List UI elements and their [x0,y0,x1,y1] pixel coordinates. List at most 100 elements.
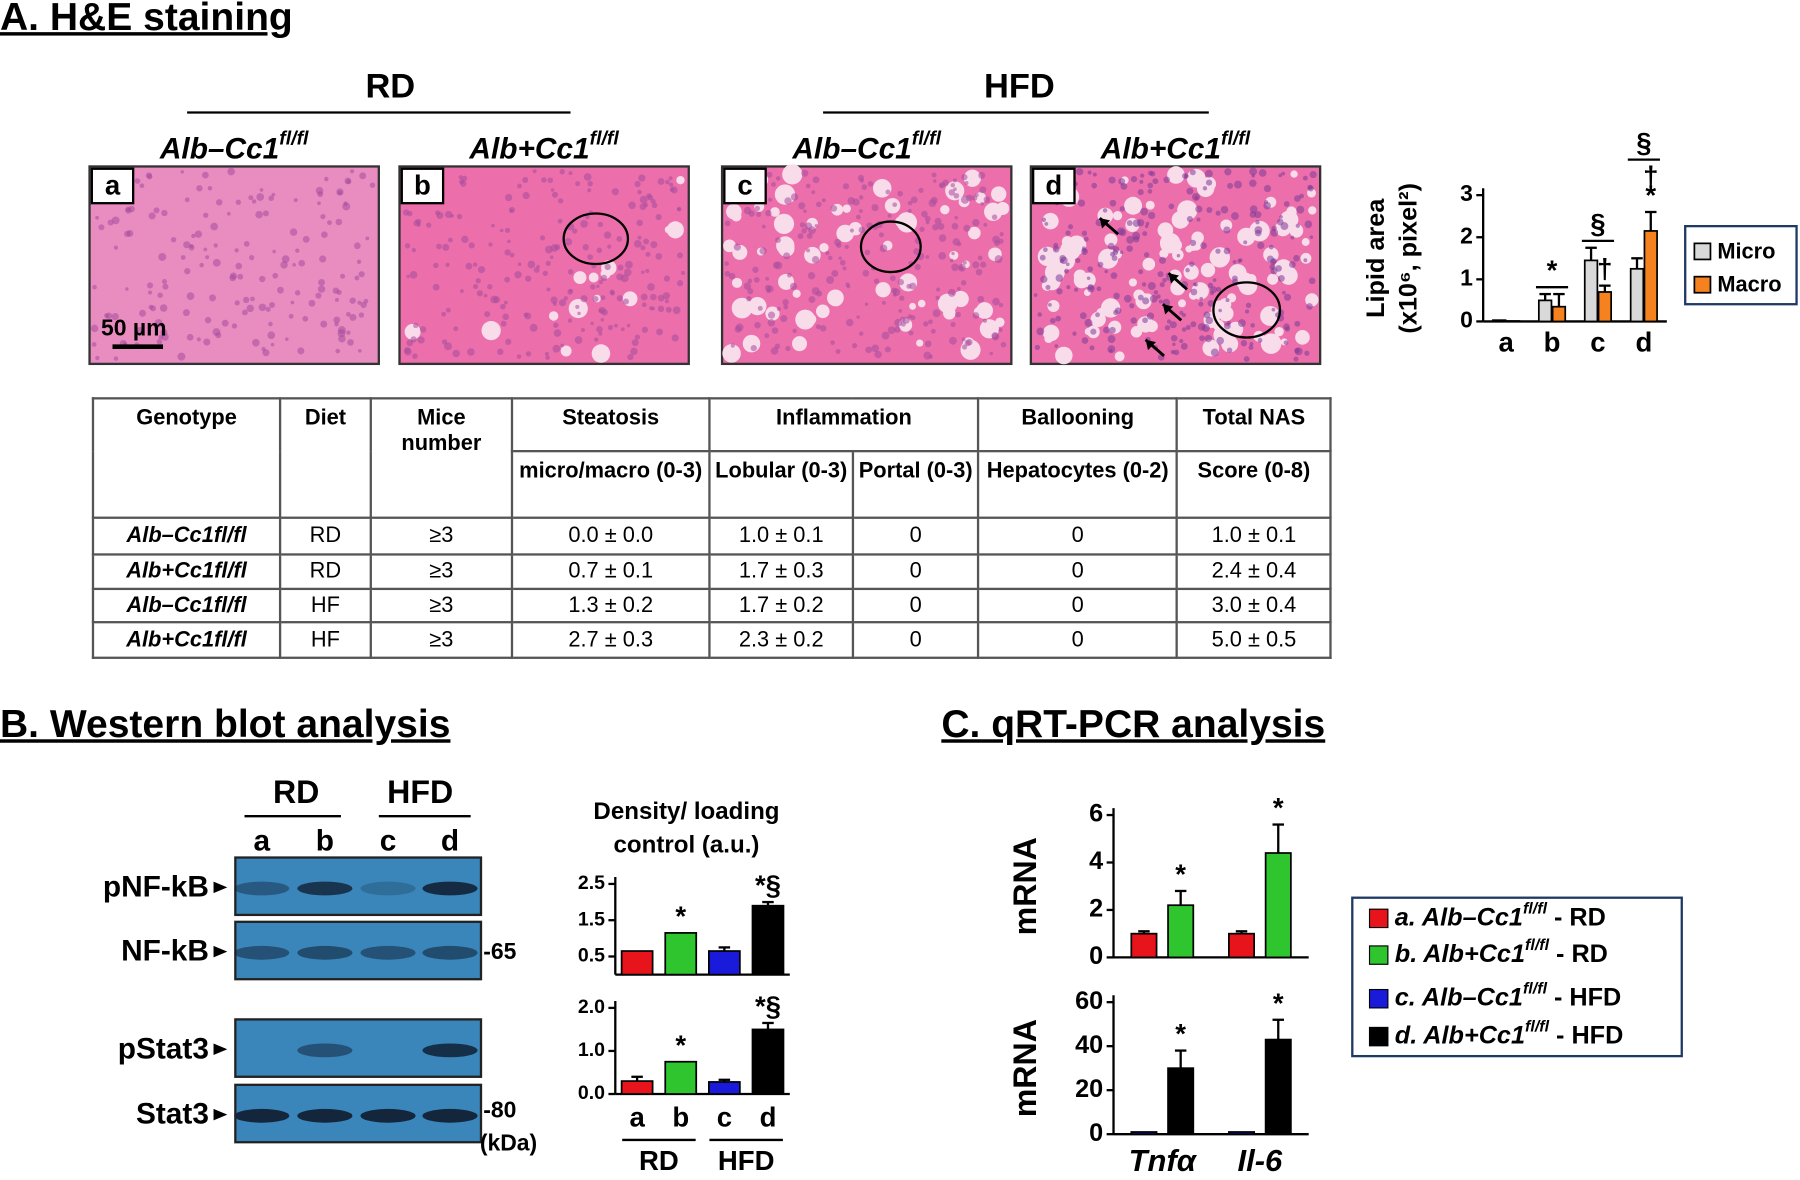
bar [1597,291,1613,323]
nucleus [527,260,536,269]
text-part: b. Alb+Cc1 [1395,940,1525,968]
table-cell: 1.7 ± 0.2 [708,587,855,624]
vacuole [1037,246,1058,267]
nucleus [806,233,813,239]
y-tick-label: 20 [1075,1075,1103,1103]
nucleus [947,288,956,297]
nucleus [1245,302,1252,309]
nucleus [750,344,757,352]
bar [664,932,698,976]
nucleus [268,321,273,327]
nucleus [1037,312,1042,317]
nucleus [113,356,119,361]
vacuole [792,336,808,352]
nucleus [1304,220,1313,229]
nucleus [992,235,1000,244]
nucleus [871,344,879,353]
vacuole [588,272,599,283]
nucleus [921,210,928,218]
nucleus [600,274,608,282]
nucleus [641,270,645,275]
table-cell: Alb+Cc1fl/fl [91,621,282,659]
nucleus [227,167,235,176]
nucleus [1263,184,1272,193]
band [297,1043,353,1058]
nucleus [334,321,339,327]
nucleus [1120,182,1128,190]
nucleus [125,287,129,291]
nucleus [547,177,554,184]
nucleus [614,323,618,328]
nucleus [1290,235,1295,240]
nucleus [609,289,615,295]
nucleus [1072,331,1077,336]
superscript: fl/fl [1221,128,1251,150]
vacuole [731,277,743,288]
nucleus [887,213,892,218]
nucleus [1170,334,1178,342]
blot-arrow [213,945,228,958]
nucleus [768,197,773,202]
table-cell: Alb+Cc1fl/fl [91,553,282,591]
nucleus [889,275,896,282]
y-tick-label: 0.5 [578,945,605,967]
chart-title: control (a.u.) [614,831,760,858]
nucleus [1201,324,1210,332]
nucleus [1147,189,1153,194]
table-cell: Total NAS [1175,397,1332,453]
nucleus [1043,247,1048,253]
vacuole [1305,293,1319,307]
genotype-label: Alb–Cc1fl/fl [159,128,309,166]
vacuole [795,309,816,330]
vacuole [916,339,924,347]
bar [1167,904,1195,959]
nucleus [647,283,655,291]
nucleus [1054,344,1059,348]
nucleus [281,255,290,263]
blot-label: NF-kB [121,935,209,968]
nucleus [1148,211,1156,220]
nucleus [784,197,792,205]
vacuole [1191,282,1209,300]
nucleus [949,336,957,345]
nucleus [472,284,479,290]
nucleus [826,275,835,284]
nucleus [878,232,884,238]
nucleus [1227,182,1234,189]
blot-arrow [213,1108,228,1121]
nucleus [861,184,868,190]
nucleus [1203,311,1211,319]
nucleus [1199,335,1205,342]
legend-swatch [1693,275,1712,294]
nucleus [1309,170,1317,179]
nucleus [290,300,295,305]
nucleus [502,313,509,321]
nucleus [529,323,538,332]
nucleus [557,198,564,204]
nucleus [1137,189,1144,196]
nucleus [248,195,254,201]
nucleus [580,328,585,333]
legend-swatch [1368,945,1389,965]
table-cell: 2.4 ± 0.4 [1175,553,1332,591]
nucleus [1044,222,1049,226]
nucleus [356,259,362,264]
nucleus [909,282,917,290]
nucleus [812,176,820,184]
table-cell: Mice number [369,397,514,519]
nucleus [590,321,594,326]
nucleus [508,206,516,213]
nucleus [908,330,914,336]
y-tick-label: 0 [1460,306,1473,332]
table-cell: 5.0 ± 0.5 [1175,621,1332,659]
vacuole [1112,211,1123,221]
nucleus [934,217,942,225]
significance: * [1273,987,1284,1018]
band [297,1108,353,1123]
nucleus [1181,327,1187,332]
nucleus [216,199,223,206]
nucleus [514,271,522,279]
nucleus [1087,170,1092,175]
nucleus [1271,307,1276,312]
nucleus [814,223,819,228]
